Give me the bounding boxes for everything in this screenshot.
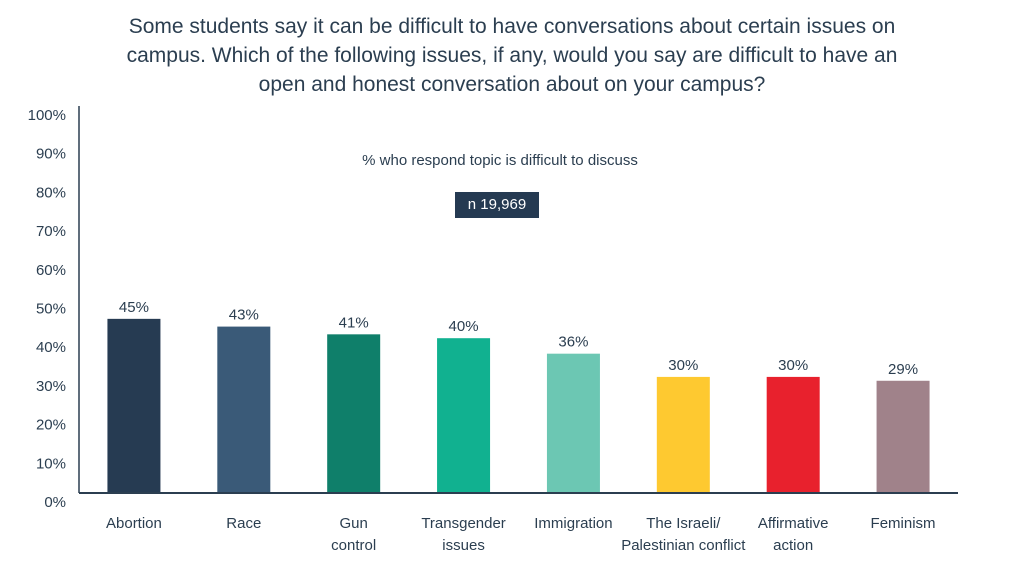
category-label-line: Transgender <box>421 515 506 532</box>
y-tick-label: 70% <box>36 223 66 240</box>
category-label-line: Race <box>226 515 261 532</box>
category-label-line: action <box>773 537 813 554</box>
y-tick-label: 30% <box>36 378 66 395</box>
y-axis-ticks: 0% 10% 20% 30% 40% 50% 60% 70% 80% 90% 100% <box>28 107 66 511</box>
chart-title-line: open and honest conversation about on yo… <box>258 73 766 96</box>
data-label: 43% <box>229 307 259 324</box>
data-labels: 45% 43% 41% 40% 36% 30% 30% 29% <box>119 299 918 378</box>
category-label-line: The Israeli/ <box>646 515 721 532</box>
y-tick-label: 40% <box>36 339 66 356</box>
bar <box>656 376 710 493</box>
category-label-line: Affirmative <box>758 515 829 532</box>
category-label: Gun control <box>331 515 376 554</box>
y-tick-label: 80% <box>36 184 66 201</box>
category-label: Race <box>226 515 261 532</box>
bar <box>437 338 491 493</box>
chart-title-line: Some students say it can be difficult to… <box>128 15 896 38</box>
bar <box>327 334 381 493</box>
category-label: Abortion <box>106 515 162 532</box>
data-label: 36% <box>558 334 588 351</box>
bar <box>217 326 271 493</box>
category-label-line: control <box>331 537 376 554</box>
category-label-line: issues <box>442 537 485 554</box>
chart-subtitle: % who respond topic is difficult to disc… <box>362 152 638 169</box>
y-tick-label: 0% <box>44 494 66 511</box>
chart-title-line: campus. Which of the following issues, i… <box>126 44 898 67</box>
y-tick-label: 50% <box>36 301 66 318</box>
category-label: Immigration <box>534 515 612 532</box>
sample-size-badge: n 19,969 <box>455 192 539 218</box>
y-tick-label: 10% <box>36 455 66 472</box>
category-label-line: Gun <box>340 515 368 532</box>
category-labels: Abortion Race Gun control Transgender issues I… <box>106 515 936 554</box>
category-label-line: Abortion <box>106 515 162 532</box>
y-tick-label: 60% <box>36 262 66 279</box>
category-label-line: Immigration <box>534 515 612 532</box>
y-tick-label: 20% <box>36 417 66 434</box>
bar <box>766 376 820 493</box>
bar <box>546 353 600 493</box>
bars <box>107 318 930 493</box>
category-label: Transgender issues <box>421 515 506 554</box>
y-tick-label: 90% <box>36 146 66 163</box>
y-tick-label: 100% <box>28 107 66 124</box>
bar <box>876 380 930 493</box>
data-label: 29% <box>888 361 918 378</box>
data-label: 40% <box>449 318 479 335</box>
data-label: 30% <box>668 357 698 374</box>
category-label: Affirmative action <box>758 515 829 554</box>
data-label: 41% <box>339 314 369 331</box>
category-label-line: Palestinian conflict <box>621 537 746 554</box>
data-label: 45% <box>119 299 149 316</box>
category-label: The Israeli/Palestinian conflict <box>621 515 746 554</box>
category-label-line: Feminism <box>871 515 936 532</box>
category-label: Feminism <box>871 515 936 532</box>
bar <box>107 318 161 493</box>
data-label: 30% <box>778 357 808 374</box>
chart-title: Some students say it can be difficult to… <box>0 12 1024 99</box>
